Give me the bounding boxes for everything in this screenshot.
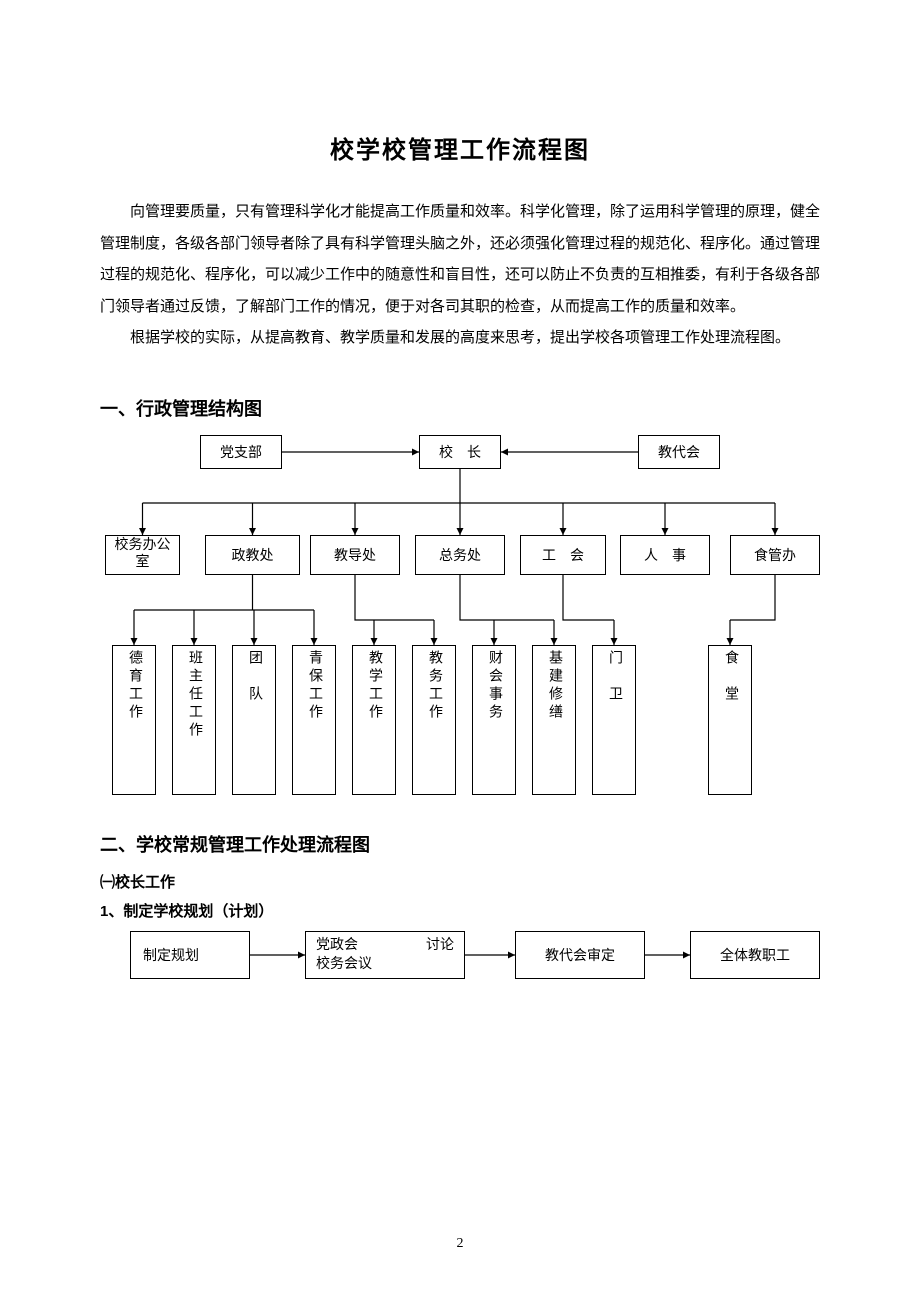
flow-step-plan: 制定规划 — [130, 931, 250, 979]
node-edu-affairs: 教务工作 — [412, 645, 456, 795]
node-moral-edu: 德育工作 — [112, 645, 156, 795]
doc-title: 校学校管理工作流程图 — [100, 130, 820, 165]
flow-step-all-staff: 全体教职工 — [690, 931, 820, 979]
flow-step-meeting-line1: 党政会 — [316, 938, 358, 953]
section2-sub2: 1、制定学校规划（计划） — [100, 900, 820, 921]
node-youth-protect: 青保工作 — [292, 645, 336, 795]
page-number: 2 — [0, 1236, 920, 1252]
flow-step-meeting-line2: 校务会议 — [316, 957, 372, 972]
node-union: 工 会 — [520, 535, 606, 575]
node-canteen-mgmt: 食管办 — [730, 535, 820, 575]
node-infrastructure: 基建修缮 — [532, 645, 576, 795]
node-principal: 校 长 — [419, 435, 501, 469]
flow-step-meeting-discuss: 讨论 — [426, 936, 454, 956]
node-hr: 人 事 — [620, 535, 710, 575]
node-finance: 财会事务 — [472, 645, 516, 795]
page: 校学校管理工作流程图 向管理要质量，只有管理科学化才能提高工作质量和效率。科学化… — [0, 0, 920, 1302]
node-school-office: 校务办公室 — [105, 535, 180, 575]
flow-step-meeting: 党政会 讨论 校务会议 — [305, 931, 465, 979]
section2-sub1: ㈠校长工作 — [100, 871, 820, 892]
section2-heading: 二、学校常规管理工作处理流程图 — [100, 831, 820, 857]
node-guard: 门 卫 — [592, 645, 636, 795]
node-zongwu: 总务处 — [415, 535, 505, 575]
planning-flowchart: 制定规划 党政会 讨论 校务会议 教代会审定 全体教职工 — [100, 931, 820, 991]
section1-heading: 一、行政管理结构图 — [100, 395, 820, 421]
node-staff-congress: 教代会 — [638, 435, 720, 469]
node-jiaodao: 教导处 — [310, 535, 400, 575]
org-chart: 党支部 校 长 教代会 校务办公室 政教处 教导处 总务处 工 会 人 事 食管… — [100, 435, 820, 805]
flow-step-review: 教代会审定 — [515, 931, 645, 979]
node-team: 团 队 — [232, 645, 276, 795]
paragraph-2: 根据学校的实际，从提高教育、教学质量和发展的高度来思考，提出学校各项管理工作处理… — [100, 323, 820, 355]
node-zhengjiao: 政教处 — [205, 535, 300, 575]
node-teaching: 教学工作 — [352, 645, 396, 795]
node-class-teacher: 班主任工作 — [172, 645, 216, 795]
node-canteen: 食 堂 — [708, 645, 752, 795]
node-party-branch: 党支部 — [200, 435, 282, 469]
paragraph-1: 向管理要质量，只有管理科学化才能提高工作质量和效率。科学化管理，除了运用科学管理… — [100, 197, 820, 323]
